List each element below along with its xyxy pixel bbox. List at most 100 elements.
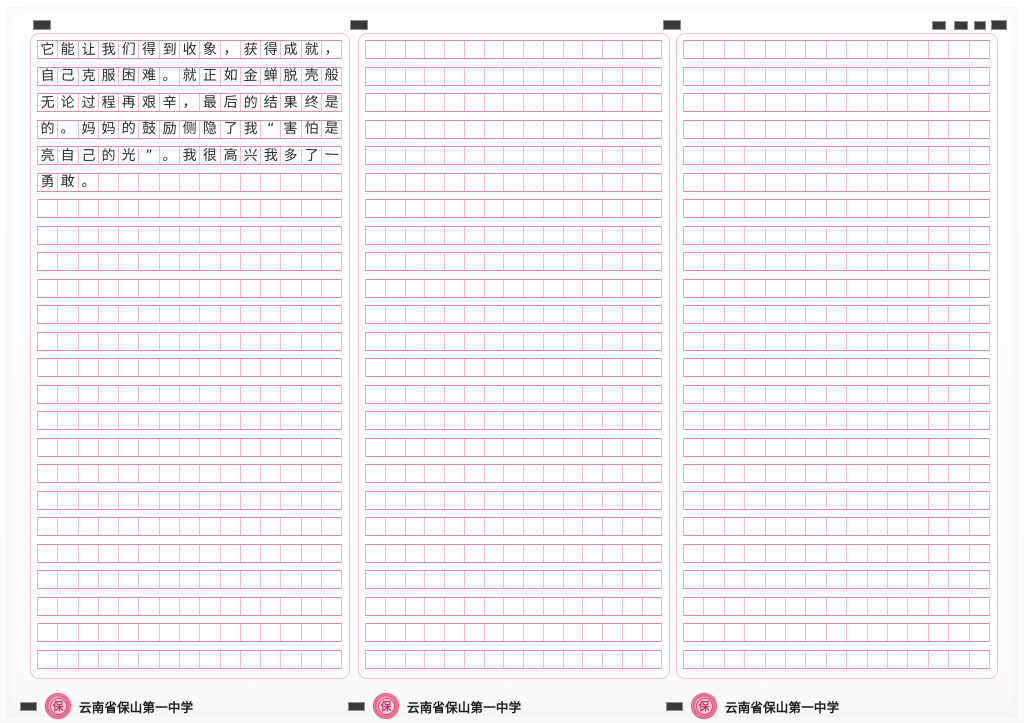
grid-cell[interactable] bbox=[425, 465, 445, 482]
grid-cell[interactable] bbox=[79, 306, 99, 323]
grid-cell[interactable] bbox=[564, 597, 584, 615]
grid-cell[interactable] bbox=[99, 279, 120, 297]
grid-cell[interactable] bbox=[704, 385, 725, 403]
grid-cell[interactable] bbox=[366, 94, 386, 111]
grid-cell[interactable] bbox=[425, 359, 445, 376]
grid-cell[interactable] bbox=[603, 385, 623, 403]
grid-cell[interactable] bbox=[386, 650, 406, 668]
grid-row[interactable] bbox=[683, 596, 991, 616]
grid-cell[interactable] bbox=[806, 94, 827, 111]
grid-cell[interactable] bbox=[725, 438, 746, 456]
grid-cell[interactable] bbox=[302, 226, 322, 244]
grid-cell[interactable] bbox=[302, 544, 322, 562]
grid-cell[interactable]: 再 bbox=[119, 94, 140, 111]
grid-cell[interactable] bbox=[766, 544, 787, 562]
grid-cell[interactable] bbox=[200, 332, 221, 350]
grid-cell[interactable] bbox=[888, 120, 909, 138]
grid-cell[interactable] bbox=[504, 571, 524, 588]
grid-cell[interactable] bbox=[281, 200, 302, 217]
grid-cell[interactable] bbox=[786, 200, 807, 217]
grid-cell[interactable] bbox=[564, 491, 584, 509]
grid-cell[interactable] bbox=[564, 279, 584, 297]
grid-cell[interactable] bbox=[139, 597, 160, 615]
grid-cell[interactable] bbox=[261, 597, 282, 615]
grid-cell[interactable] bbox=[524, 359, 544, 376]
grid-cell[interactable] bbox=[160, 359, 180, 376]
grid-cell[interactable] bbox=[827, 650, 848, 668]
grid-cell[interactable] bbox=[929, 226, 950, 244]
grid-cell[interactable] bbox=[970, 597, 991, 615]
grid-cell[interactable] bbox=[366, 597, 386, 615]
grid-row[interactable] bbox=[365, 464, 663, 483]
grid-cell[interactable] bbox=[160, 438, 180, 456]
grid-cell[interactable] bbox=[322, 491, 343, 509]
grid-cell[interactable] bbox=[868, 41, 889, 58]
grid-cell[interactable] bbox=[221, 624, 241, 641]
grid-cell[interactable] bbox=[929, 650, 950, 668]
grid-cell[interactable] bbox=[908, 253, 929, 270]
grid-cell[interactable] bbox=[425, 412, 445, 429]
grid-cell[interactable] bbox=[200, 253, 221, 270]
grid-cell[interactable] bbox=[908, 597, 929, 615]
grid-cell[interactable] bbox=[888, 544, 909, 562]
grid-cell[interactable] bbox=[929, 544, 950, 562]
grid-cell[interactable] bbox=[806, 120, 827, 138]
grid-cell[interactable] bbox=[908, 279, 929, 297]
grid-cell[interactable] bbox=[745, 412, 766, 429]
grid-cell[interactable] bbox=[766, 226, 787, 244]
grid-cell[interactable] bbox=[119, 571, 140, 588]
grid-cell[interactable] bbox=[221, 226, 241, 244]
grid-cell[interactable] bbox=[58, 200, 79, 217]
grid-cell[interactable] bbox=[745, 173, 766, 191]
grid-cell[interactable] bbox=[180, 624, 201, 641]
grid-cell[interactable] bbox=[465, 94, 485, 111]
grid-cell[interactable] bbox=[583, 200, 603, 217]
grid-cell[interactable] bbox=[806, 650, 827, 668]
grid-cell[interactable] bbox=[200, 279, 221, 297]
grid-cell[interactable] bbox=[623, 491, 643, 509]
grid-cell[interactable] bbox=[366, 412, 386, 429]
grid-cell[interactable] bbox=[445, 67, 465, 85]
grid-cell[interactable] bbox=[504, 332, 524, 350]
grid-cell[interactable] bbox=[806, 67, 827, 85]
grid-cell[interactable] bbox=[322, 438, 343, 456]
grid-cell[interactable] bbox=[200, 650, 221, 668]
grid-cell[interactable] bbox=[725, 412, 746, 429]
grid-cell[interactable] bbox=[868, 465, 889, 482]
grid-cell[interactable]: 的 bbox=[119, 120, 140, 138]
grid-cell[interactable] bbox=[119, 438, 140, 456]
grid-cell[interactable] bbox=[221, 465, 241, 482]
grid-cell[interactable]: 励 bbox=[160, 120, 180, 138]
grid-cell[interactable] bbox=[704, 253, 725, 270]
grid-cell[interactable] bbox=[949, 412, 970, 429]
grid-cell[interactable] bbox=[99, 597, 120, 615]
grid-cell[interactable] bbox=[200, 412, 221, 429]
grid-cell[interactable] bbox=[79, 332, 99, 350]
grid-cell[interactable] bbox=[261, 491, 282, 509]
grid-cell[interactable] bbox=[786, 279, 807, 297]
grid-cell[interactable] bbox=[281, 173, 302, 191]
grid-cell[interactable] bbox=[888, 147, 909, 164]
grid-cell[interactable] bbox=[704, 226, 725, 244]
grid-cell[interactable] bbox=[241, 624, 262, 641]
grid-row[interactable] bbox=[365, 384, 663, 404]
grid-cell[interactable]: 就 bbox=[180, 67, 201, 85]
grid-cell[interactable] bbox=[725, 94, 746, 111]
grid-cell[interactable] bbox=[704, 120, 725, 138]
grid-cell[interactable] bbox=[160, 571, 180, 588]
grid-cell[interactable] bbox=[929, 41, 950, 58]
grid-row[interactable] bbox=[37, 199, 343, 218]
grid-cell[interactable] bbox=[603, 544, 623, 562]
grid-cell[interactable] bbox=[160, 597, 180, 615]
grid-cell[interactable] bbox=[766, 94, 787, 111]
grid-cell[interactable] bbox=[929, 94, 950, 111]
grid-cell[interactable]: ， bbox=[180, 94, 201, 111]
grid-cell[interactable] bbox=[139, 518, 160, 535]
grid-cell[interactable] bbox=[119, 253, 140, 270]
grid-row[interactable] bbox=[683, 384, 991, 404]
grid-cell[interactable] bbox=[766, 412, 787, 429]
grid-cell[interactable]: 们 bbox=[119, 41, 140, 58]
grid-cell[interactable] bbox=[425, 650, 445, 668]
grid-cell[interactable] bbox=[485, 597, 505, 615]
grid-cell[interactable] bbox=[847, 359, 868, 376]
